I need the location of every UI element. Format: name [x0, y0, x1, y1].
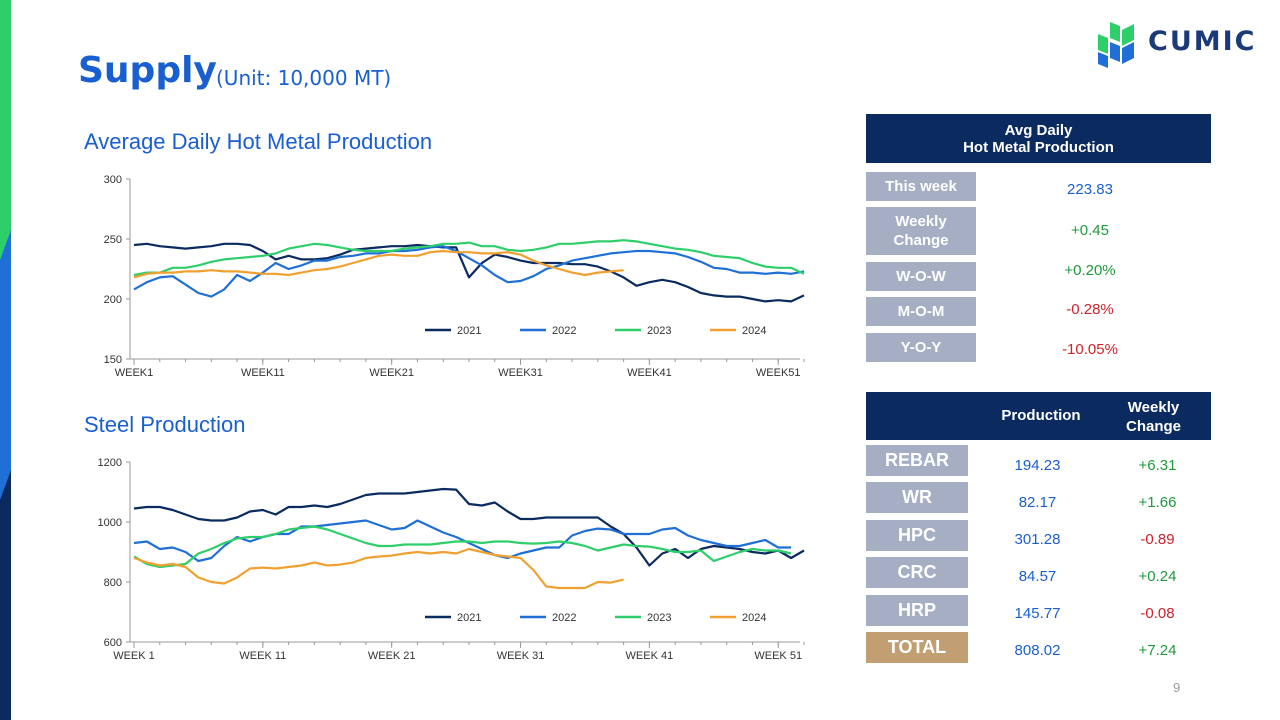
- row-label-rebar: REBAR: [866, 445, 968, 476]
- x-tick-label: WEEK 51: [754, 650, 802, 662]
- y-tick-label: 200: [104, 294, 122, 306]
- page-title: Supply: [78, 50, 217, 91]
- y-tick-label: 250: [104, 234, 122, 246]
- y-tick-label: 800: [104, 577, 122, 589]
- value-weekly-change: +0.45: [1071, 222, 1109, 239]
- hot-metal-header-line2: Hot Metal Production: [963, 138, 1114, 156]
- row-label-hrp: HRP: [866, 595, 968, 626]
- legend-label-2023: 2023: [647, 612, 671, 624]
- company-logo: CUMIC: [1096, 20, 1256, 70]
- series-line-2023: [133, 525, 792, 569]
- x-tick-label: WEEK 1: [113, 650, 155, 662]
- steel-line-chart: 600 800 1000 1200 WEEK 1 WEEK 11 WEEK 21 WEEK 3…: [98, 457, 805, 662]
- col-change-header-line2: Change: [1125, 418, 1181, 435]
- series-line-2023: [133, 239, 805, 277]
- hot-metal-chart-title: Average Daily Hot Metal Production: [84, 129, 433, 154]
- value-wow: +0.20%: [1064, 262, 1116, 279]
- logo-mark-icon: [1098, 22, 1134, 68]
- col-production-header: Production: [1001, 407, 1081, 424]
- series-line-2024: [133, 249, 624, 279]
- x-tick-label: WEEK1: [115, 367, 154, 379]
- value-mom: -0.28%: [1066, 301, 1114, 318]
- y-tick-label: 600: [104, 637, 122, 649]
- hot-metal-table-header: Avg Daily Hot Metal Production: [866, 114, 1211, 163]
- production-hpc: 301.28: [1014, 531, 1061, 548]
- steel-table-header: Production Weekly Change: [866, 392, 1211, 440]
- change-crc: +0.24: [1138, 568, 1177, 585]
- page-number: 9: [1173, 680, 1181, 695]
- y-tick-label: 150: [104, 354, 122, 366]
- legend-label-2021: 2021: [457, 325, 481, 337]
- y-tick-label: 300: [104, 174, 122, 186]
- series-line-2021: [133, 487, 805, 567]
- series-line-2022: [133, 245, 805, 298]
- row-label-weekly-change: Weekly Change: [866, 207, 976, 255]
- row-label-crc: CRC: [866, 557, 968, 588]
- x-tick-label: WEEK31: [498, 367, 543, 379]
- x-tick-label: WEEK 21: [368, 650, 416, 662]
- x-tick-label: WEEK 41: [626, 650, 674, 662]
- legend-label-2023: 2023: [647, 325, 671, 337]
- col-change-header-line1: Weekly: [1127, 399, 1180, 416]
- x-tick-label: WEEK21: [369, 367, 414, 379]
- legend-label-2024: 2024: [742, 325, 766, 337]
- hot-metal-header-line1: Avg Daily: [1004, 121, 1073, 139]
- change-wr: +1.66: [1138, 494, 1177, 511]
- row-label-total: TOTAL: [866, 632, 968, 663]
- row-label-hpc: HPC: [866, 520, 968, 551]
- y-tick-label: 1200: [98, 457, 122, 469]
- x-tick-label: WEEK51: [756, 367, 801, 379]
- production-rebar: 194.23: [1014, 457, 1061, 474]
- value-this-week: 223.83: [1067, 181, 1113, 198]
- x-tick-label: WEEK 31: [497, 650, 545, 662]
- x-tick-label: WEEK11: [241, 367, 285, 379]
- y-tick-label: 1000: [98, 517, 122, 529]
- row-label-wr: WR: [866, 482, 968, 513]
- x-tick-label: WEEK 11: [239, 650, 286, 662]
- change-total: +7.24: [1138, 642, 1177, 659]
- left-accent-bar: [0, 0, 11, 720]
- row-label-yoy: Y-O-Y: [866, 333, 976, 362]
- row-label-mom: M-O-M: [866, 297, 976, 326]
- value-yoy: -10.05%: [1062, 341, 1118, 358]
- production-hrp: 145.77: [1014, 605, 1061, 622]
- change-hrp: -0.08: [1140, 605, 1175, 622]
- change-hpc: -0.89: [1140, 531, 1175, 548]
- logo-text: CUMIC: [1148, 26, 1257, 57]
- hot-metal-line-chart: 150 200 250 300 WEEK1 WEEK11 WEEK21 WEEK31 WEEK4…: [104, 174, 805, 379]
- legend-label-2022: 2022: [552, 612, 576, 624]
- x-tick-label: WEEK41: [627, 367, 672, 379]
- legend-label-2024: 2024: [742, 612, 766, 624]
- production-wr: 82.17: [1018, 494, 1057, 511]
- page-subtitle: (Unit: 10,000 MT): [216, 66, 392, 90]
- production-total: 808.02: [1014, 642, 1061, 659]
- steel-chart-title: Steel Production: [84, 412, 246, 437]
- series-line-2022: [133, 519, 792, 563]
- series-line-2024: [133, 547, 624, 590]
- production-crc: 84.57: [1018, 568, 1057, 585]
- legend-label-2021: 2021: [457, 612, 481, 624]
- change-rebar: +6.31: [1138, 457, 1177, 474]
- row-label-wow: W-O-W: [866, 262, 976, 291]
- row-label-this-week: This week: [866, 172, 976, 201]
- series-line-2021: [133, 242, 805, 303]
- legend-label-2022: 2022: [552, 325, 576, 337]
